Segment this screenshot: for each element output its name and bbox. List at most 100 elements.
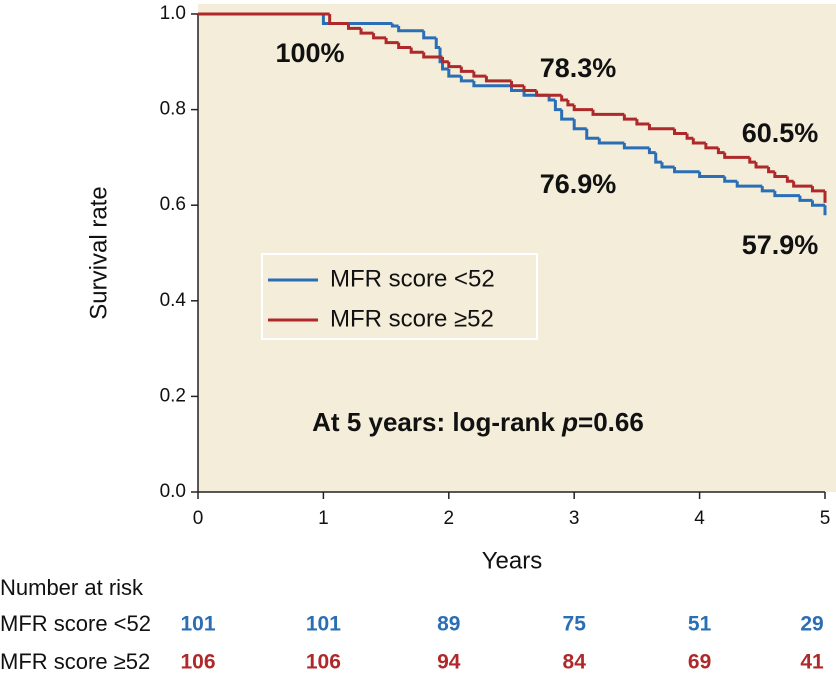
risk-count: 51 (688, 613, 712, 636)
x-tick-label: 5 (820, 508, 831, 529)
risk-count: 75 (563, 613, 587, 636)
y-tick-label: 1.0 (160, 3, 186, 24)
survival-step (535, 90, 562, 97)
risk-count: 106 (306, 651, 341, 674)
survival-step (685, 133, 694, 140)
risk-count: 29 (800, 613, 823, 636)
annotation: 60.5% (742, 118, 819, 148)
survival-step (372, 33, 387, 40)
survival-step (397, 42, 412, 49)
survival-step (422, 30, 437, 40)
survival-step (459, 66, 474, 73)
survival-step (773, 171, 788, 179)
survival-step (760, 186, 775, 193)
x-tick-label: 0 (193, 508, 204, 529)
logrank-p: p (561, 407, 578, 437)
survival-step (660, 162, 675, 169)
survival-step (810, 186, 825, 193)
survival-step (441, 57, 449, 64)
survival-step (447, 68, 462, 78)
survival-step (390, 23, 399, 28)
annotation: 100% (275, 38, 344, 68)
survival-step (510, 85, 525, 92)
y-axis-label: Survival rate (85, 186, 112, 319)
survival-step (484, 76, 512, 83)
y-tick-label: 0.2 (160, 385, 186, 406)
survival-step (422, 52, 443, 59)
survival-step (560, 109, 575, 121)
survival-step (785, 176, 794, 183)
risk-count: 41 (800, 651, 824, 674)
survival-step (346, 23, 362, 30)
risk-count: 69 (688, 651, 711, 674)
x-tick-label: 3 (569, 508, 580, 529)
survival-step (397, 25, 424, 33)
survival-step (409, 47, 424, 54)
survival-step (654, 152, 662, 164)
survival-step (384, 37, 399, 45)
logrank-prefix: At 5 years: log-rank (312, 407, 562, 437)
survival-step (359, 28, 374, 35)
survival-step (441, 61, 449, 71)
survival-step (647, 123, 675, 131)
risk-count: 101 (306, 613, 341, 636)
survival-step (572, 119, 587, 131)
survival-step (321, 14, 393, 26)
survival-step (691, 138, 706, 145)
survival-step (792, 181, 813, 188)
survival-step (547, 95, 556, 102)
legend-label: MFR score <52 (330, 265, 495, 292)
survival-step (716, 147, 725, 155)
risk-row-label: MFR score ≥52 (0, 649, 150, 674)
y-tick-label: 0.4 (160, 290, 187, 311)
legend-box (261, 253, 538, 340)
survival-step (647, 147, 656, 155)
risk-count: 89 (437, 613, 460, 636)
annotation: 78.3% (540, 53, 617, 83)
x-tick-label: 4 (694, 508, 705, 529)
x-axis-label: Years (482, 547, 543, 574)
logrank-text: At 5 years: log-rank p=0.66 (312, 407, 644, 437)
survival-step (328, 14, 349, 26)
survival-step (773, 190, 800, 198)
survival-step (597, 138, 625, 145)
survival-step (723, 152, 750, 159)
survival-step (635, 119, 650, 126)
survival-step (622, 143, 650, 150)
survival-step (723, 176, 738, 183)
risk-count: 84 (563, 651, 587, 674)
survival-step (704, 143, 719, 150)
survival-step (754, 162, 769, 169)
annotation: 57.9% (742, 230, 819, 260)
survival-step (767, 166, 775, 174)
survival-step (748, 157, 757, 164)
survival-step (585, 128, 600, 140)
survival-step (510, 80, 525, 88)
survival-step (798, 195, 813, 202)
y-tick-label: 0.0 (160, 481, 186, 502)
risk-count: 101 (180, 613, 215, 636)
risk-count: 94 (437, 651, 461, 674)
survival-step (698, 171, 725, 179)
x-tick-label: 2 (444, 508, 455, 529)
survival-step (810, 200, 825, 207)
annotation: 76.9% (540, 169, 617, 199)
survival-step (553, 100, 562, 112)
survival-step (622, 114, 637, 121)
survival-step (591, 109, 625, 116)
logrank-suffix: =0.66 (578, 407, 644, 437)
survival-step (673, 166, 700, 174)
survival-step (447, 61, 462, 69)
y-tick-label: 0.8 (160, 99, 186, 120)
survival-step (522, 85, 537, 92)
legend-label: MFR score ≥52 (330, 305, 494, 332)
survival-step (566, 100, 575, 107)
y-tick-label: 0.6 (160, 194, 186, 215)
risk-row-label: MFR score <52 (0, 611, 151, 636)
risk-title: Number at risk (0, 575, 144, 600)
survival-step (673, 128, 688, 135)
survival-step (735, 181, 763, 188)
survival-step (459, 76, 474, 83)
survival-step (472, 80, 512, 88)
